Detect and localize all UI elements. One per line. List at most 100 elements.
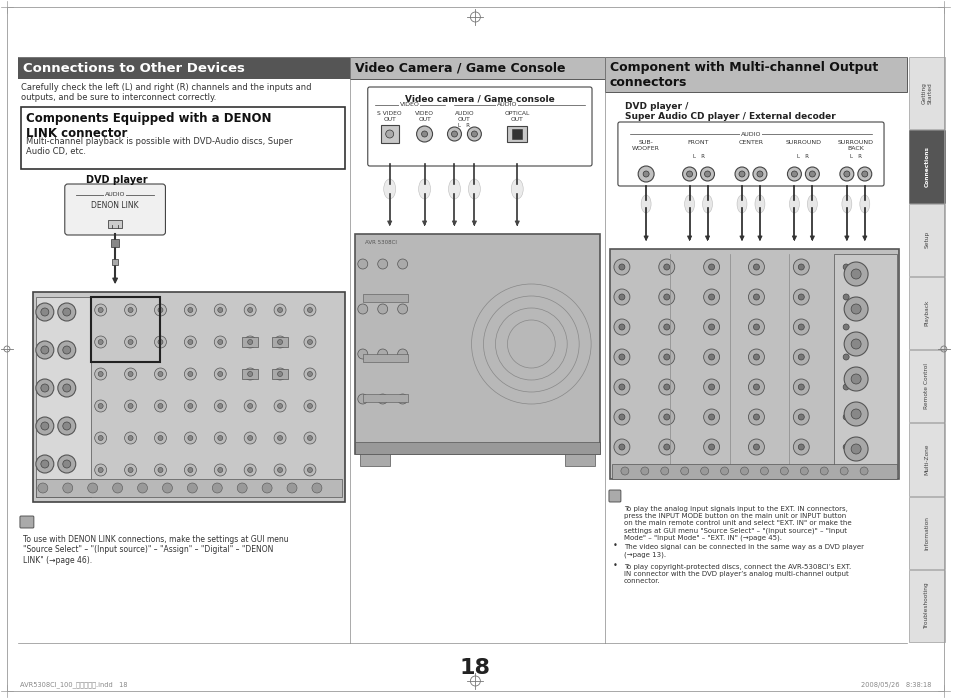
Circle shape: [842, 384, 848, 390]
Circle shape: [287, 483, 296, 493]
Circle shape: [703, 171, 710, 177]
Bar: [359, 454, 389, 466]
Circle shape: [184, 304, 196, 316]
Circle shape: [820, 467, 827, 475]
Bar: [380, 125, 398, 143]
Circle shape: [184, 432, 196, 444]
Circle shape: [682, 167, 696, 181]
Circle shape: [708, 294, 714, 300]
Bar: [908, 350, 943, 422]
Text: Video Camera / Game Console: Video Camera / Game Console: [355, 61, 565, 75]
Text: AUDIO: AUDIO: [740, 131, 760, 137]
Bar: [908, 276, 943, 349]
Ellipse shape: [841, 195, 851, 213]
Circle shape: [128, 339, 132, 345]
Circle shape: [756, 171, 762, 177]
Circle shape: [638, 166, 654, 182]
Circle shape: [663, 264, 669, 270]
Circle shape: [659, 379, 674, 395]
Text: Multi-channel playback is possible with DVD-Audio discs, Super
Audio CD, etc.: Multi-channel playback is possible with …: [26, 137, 293, 156]
Ellipse shape: [754, 195, 764, 213]
Circle shape: [397, 394, 407, 404]
Circle shape: [663, 324, 669, 330]
Circle shape: [377, 394, 387, 404]
Bar: [908, 423, 943, 496]
Circle shape: [838, 409, 853, 425]
Circle shape: [248, 371, 253, 376]
Circle shape: [307, 436, 313, 440]
Circle shape: [214, 432, 226, 444]
Circle shape: [188, 436, 193, 440]
Circle shape: [618, 414, 624, 420]
Circle shape: [663, 294, 669, 300]
Circle shape: [188, 371, 193, 376]
Circle shape: [36, 417, 53, 435]
Circle shape: [397, 304, 407, 314]
Text: Information: Information: [923, 516, 928, 549]
Circle shape: [63, 384, 71, 392]
Circle shape: [41, 460, 49, 468]
Circle shape: [41, 308, 49, 316]
Circle shape: [304, 464, 315, 476]
Bar: [36, 479, 341, 497]
Circle shape: [748, 319, 763, 335]
Bar: [908, 204, 943, 276]
Ellipse shape: [448, 179, 460, 199]
Circle shape: [128, 308, 132, 313]
Text: AUDIO
OUT: AUDIO OUT: [455, 111, 474, 121]
Text: 18: 18: [459, 658, 491, 678]
Circle shape: [614, 409, 629, 425]
Circle shape: [843, 367, 867, 391]
Ellipse shape: [701, 195, 712, 213]
Circle shape: [125, 304, 136, 316]
Circle shape: [214, 400, 226, 412]
Text: L   R: L R: [797, 154, 808, 159]
Circle shape: [385, 130, 394, 138]
Circle shape: [786, 167, 801, 181]
Bar: [272, 337, 288, 347]
Circle shape: [217, 403, 222, 408]
Circle shape: [125, 432, 136, 444]
Circle shape: [700, 167, 714, 181]
Circle shape: [58, 417, 75, 435]
Text: AUDIO: AUDIO: [105, 193, 125, 198]
Circle shape: [112, 483, 122, 493]
Circle shape: [708, 384, 714, 390]
Circle shape: [214, 304, 226, 316]
Ellipse shape: [737, 195, 746, 213]
Circle shape: [98, 339, 103, 345]
Circle shape: [244, 400, 255, 412]
Circle shape: [277, 436, 282, 440]
Circle shape: [857, 167, 871, 181]
Circle shape: [58, 341, 75, 359]
Circle shape: [708, 354, 714, 360]
Circle shape: [304, 368, 315, 380]
Bar: [108, 220, 122, 228]
Text: Troubleshooting: Troubleshooting: [923, 583, 928, 629]
Circle shape: [708, 414, 714, 420]
Circle shape: [184, 400, 196, 412]
Circle shape: [304, 336, 315, 348]
Text: L   R: L R: [458, 123, 470, 128]
Text: L   R: L R: [692, 154, 704, 159]
Ellipse shape: [806, 195, 817, 213]
Bar: [272, 369, 288, 379]
Circle shape: [798, 294, 803, 300]
Circle shape: [274, 400, 286, 412]
Circle shape: [36, 379, 53, 397]
Circle shape: [838, 349, 853, 365]
Circle shape: [660, 467, 668, 475]
Circle shape: [840, 467, 847, 475]
Circle shape: [217, 308, 222, 313]
Circle shape: [184, 464, 196, 476]
Ellipse shape: [468, 179, 480, 199]
Circle shape: [793, 289, 808, 305]
Circle shape: [618, 264, 624, 270]
Circle shape: [860, 467, 867, 475]
Bar: [362, 294, 407, 302]
Circle shape: [850, 444, 861, 454]
Circle shape: [154, 304, 166, 316]
Circle shape: [793, 319, 808, 335]
Circle shape: [703, 439, 719, 455]
Circle shape: [793, 379, 808, 395]
